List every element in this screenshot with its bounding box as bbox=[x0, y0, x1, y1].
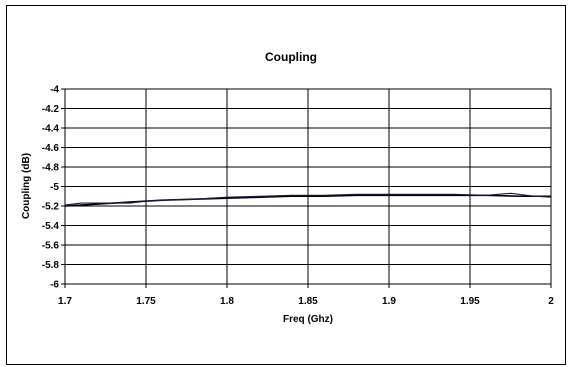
y-tick-label: -6 bbox=[50, 280, 59, 291]
coupling-chart: Coupling -4 -4.2 -4.4 -4.6 -4.8 -5 -5.2 -5.4 -5.… bbox=[21, 50, 554, 325]
y-tick-label: -4.8 bbox=[42, 163, 60, 174]
x-tick-label: 2 bbox=[548, 296, 554, 307]
plot-area-border bbox=[64, 88, 552, 285]
x-tick-label: 1.95 bbox=[460, 296, 480, 307]
x-axis-title: Freq (Ghz) bbox=[283, 314, 333, 325]
y-tick-label: -4.6 bbox=[42, 143, 60, 154]
x-tick-label: 1.8 bbox=[220, 296, 234, 307]
y-tick-label: -5.2 bbox=[42, 202, 60, 213]
y-tick-label: -5.6 bbox=[42, 241, 60, 252]
y-tick-label: -5.8 bbox=[42, 260, 60, 271]
y-tick-label: -4.2 bbox=[42, 104, 60, 115]
y-axis-tick-labels: -4 -4.2 -4.4 -4.6 -4.8 -5 -5.2 -5.4 -5.6 -5.8 -6 bbox=[42, 85, 60, 291]
coupling-series-line-2 bbox=[64, 192, 552, 206]
x-axis-tick-labels: 1.7 1.75 1.8 1.85 1.9 1.95 2 bbox=[58, 296, 554, 307]
y-tick-label: -4 bbox=[50, 85, 59, 96]
chart-title: Coupling bbox=[265, 50, 317, 64]
x-tick-label: 1.7 bbox=[58, 296, 72, 307]
x-tick-label: 1.75 bbox=[136, 296, 156, 307]
y-tick-label: -5 bbox=[50, 182, 59, 193]
y-tick-label: -5.4 bbox=[42, 221, 60, 232]
y-tick-label: -4.4 bbox=[42, 124, 60, 135]
series-layer bbox=[64, 192, 552, 207]
y-axis-title: Coupling (dB) bbox=[21, 153, 32, 219]
grid bbox=[61, 88, 552, 288]
chart-frame: Coupling -4 -4.2 -4.4 -4.6 -4.8 -5 -5.2 -5.4 -5.… bbox=[6, 5, 566, 365]
x-tick-label: 1.9 bbox=[382, 296, 396, 307]
x-tick-label: 1.85 bbox=[298, 296, 318, 307]
